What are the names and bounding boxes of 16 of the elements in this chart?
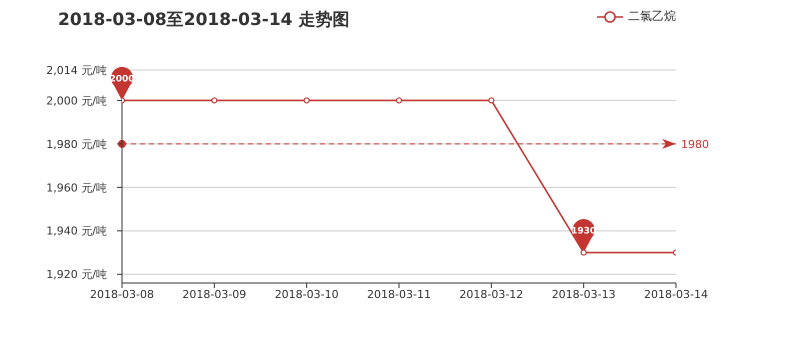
y-tick-label: 1,920 元/吨 <box>46 268 107 282</box>
x-tick-label: 2018-03-10 <box>274 288 339 301</box>
y-tick-label: 2,014 元/吨 <box>46 64 107 77</box>
x-tick-label: 2018-03-13 <box>552 288 616 301</box>
x-tick-label: 2018-03-08 <box>90 288 154 301</box>
x-tick-label: 2018-03-12 <box>459 288 524 301</box>
legend-label: 二氯乙烷 <box>627 8 676 25</box>
x-tick-label: 2018-03-14 <box>644 288 708 301</box>
y-tick-label: 1,940 元/吨 <box>46 224 107 238</box>
y-tick-label: 1,980 元/吨 <box>46 138 107 151</box>
chart-title: 2018-03-08至2018-03-14 走势图 <box>58 9 350 31</box>
x-tick-label: 2018-03-11 <box>367 288 431 301</box>
ref-line-label: 1980 <box>681 138 709 151</box>
x-tick-label: 2018-03-09 <box>182 288 246 301</box>
y-tick-label: 2,000 元/吨 <box>46 94 107 108</box>
y-tick-label: 1,960 元/吨 <box>46 181 107 194</box>
